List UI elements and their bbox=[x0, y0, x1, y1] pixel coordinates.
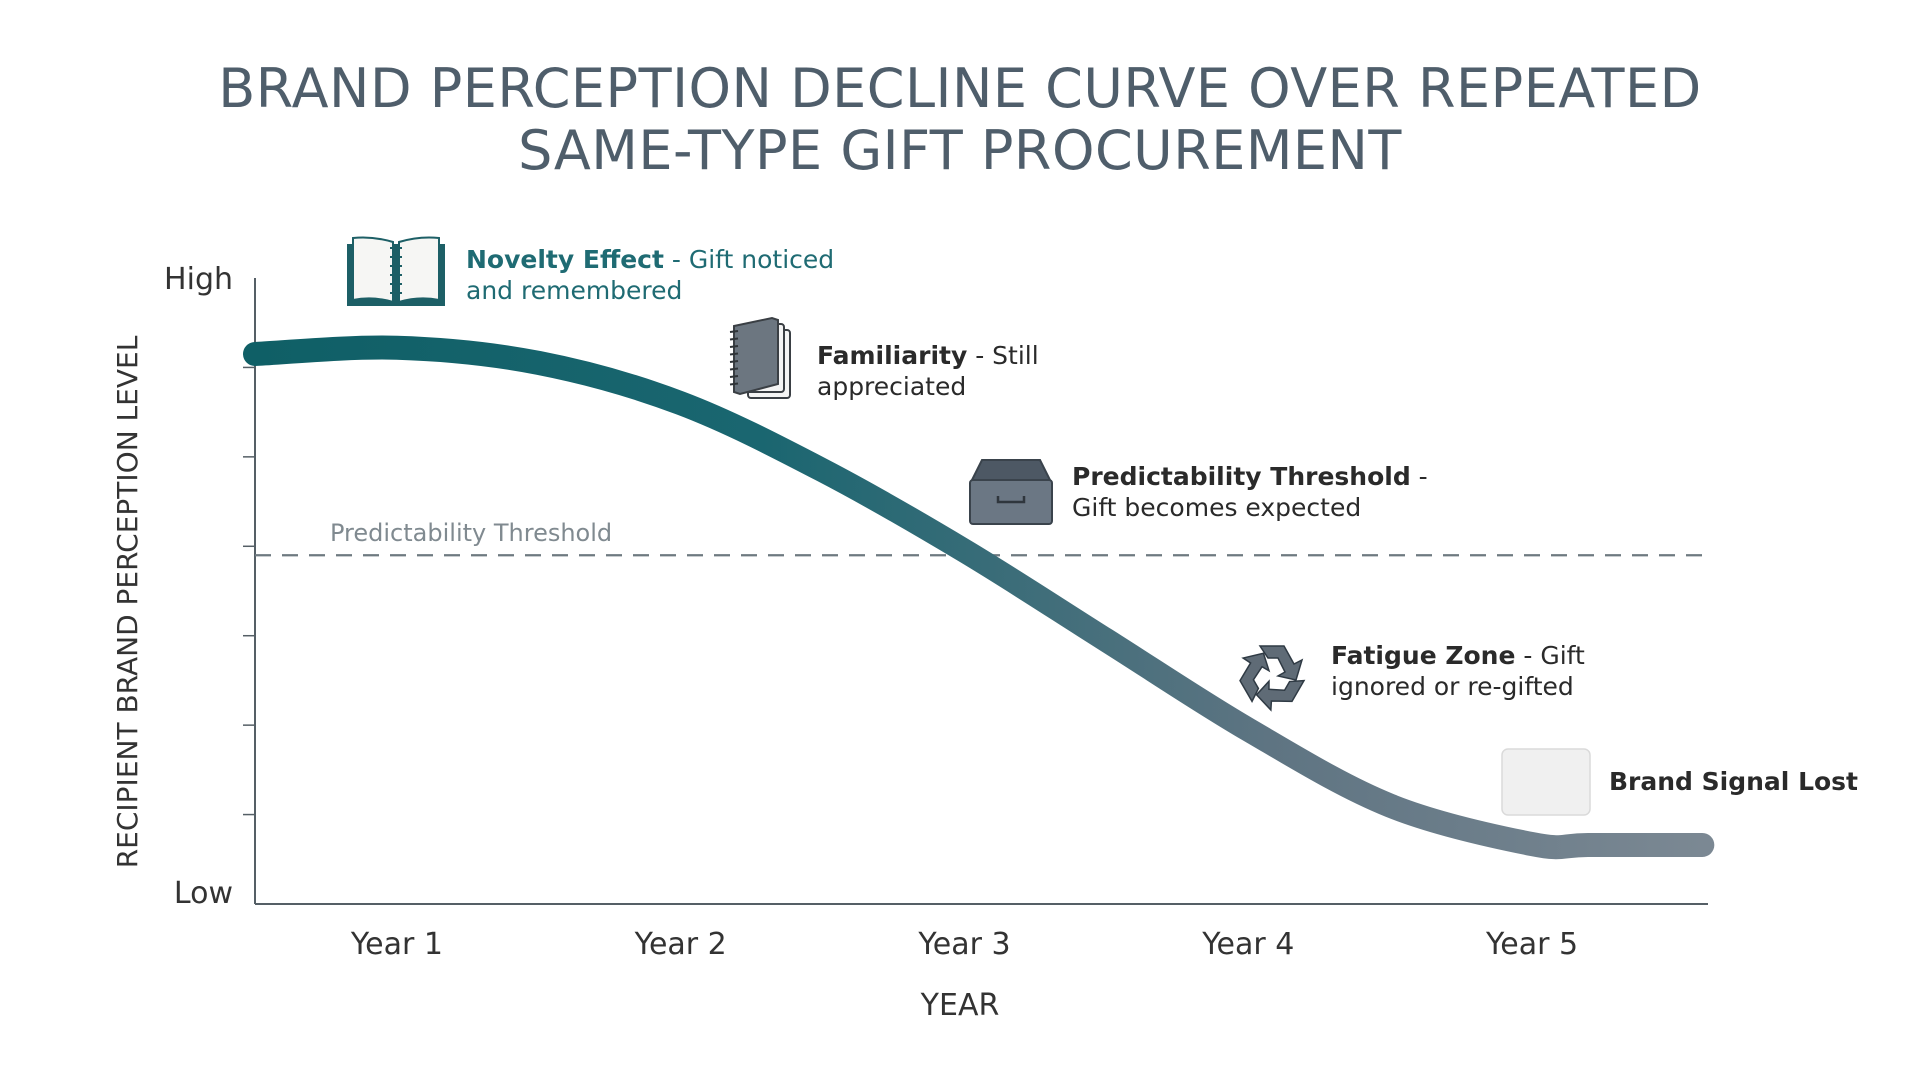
annotation-fatigue-title: Fatigue Zone bbox=[1331, 641, 1516, 670]
chart-title-line-1: BRAND PERCEPTION DECLINE CURVE OVER REPE… bbox=[218, 57, 1702, 120]
y-tick-label-high: High bbox=[164, 262, 233, 297]
notebook-coil bbox=[729, 330, 739, 333]
notebook-cover bbox=[733, 316, 779, 396]
recycle-arrow bbox=[1258, 645, 1304, 681]
book-page-right bbox=[398, 236, 440, 304]
notebook-coil bbox=[729, 345, 739, 348]
storage-box-icon bbox=[969, 459, 1053, 525]
x-tick-label: Year 1 bbox=[350, 927, 443, 962]
recycle-icon bbox=[1239, 645, 1306, 712]
annotation-familiarity-text: - Still bbox=[967, 341, 1039, 370]
y-tick-label-low: Low bbox=[174, 876, 233, 911]
annotation-predictability-text-2: Gift becomes expected bbox=[1072, 493, 1362, 522]
notebook-coil bbox=[729, 367, 739, 371]
perception-curve bbox=[243, 335, 1715, 860]
axes bbox=[243, 278, 1708, 905]
annotation-predictability: Predictability Threshold - Gift becomes … bbox=[1072, 461, 1428, 523]
notebook-coil bbox=[729, 337, 739, 341]
axis-labels: Year 1 Year 2 Year 3 Year 4 Year 5 High Low YEA… bbox=[111, 262, 1578, 1023]
annotation-familiarity-text-2: appreciated bbox=[817, 372, 967, 401]
annotation-fatigue-text-2: ignored or re-gifted bbox=[1331, 672, 1574, 701]
annotation-fatigue: Fatigue Zone - Gift ignored or re-gifted bbox=[1331, 640, 1585, 702]
chart-title-line-2: SAME-TYPE GIFT PROCUREMENT bbox=[518, 119, 1402, 182]
book-page-left bbox=[352, 236, 394, 304]
x-tick-label: Year 4 bbox=[1201, 927, 1294, 962]
open-book-icon bbox=[347, 236, 445, 306]
recycle-arrow bbox=[1255, 679, 1306, 712]
box-handle bbox=[996, 496, 1026, 504]
annotation-fatigue-text: - Gift bbox=[1515, 641, 1585, 670]
recycle-arrow bbox=[1239, 652, 1271, 703]
blank-square-icon bbox=[1501, 748, 1591, 816]
chart-title: BRAND PERCEPTION DECLINE CURVE OVER REPE… bbox=[160, 58, 1760, 182]
icons bbox=[347, 236, 1591, 816]
annotation-predictability-title: Predictability Threshold bbox=[1072, 462, 1411, 491]
notebook-coil bbox=[729, 352, 739, 356]
y-axis-title: RECIPIENT BRAND PERCEPTION LEVEL bbox=[111, 335, 144, 868]
annotation-familiarity-title: Familiarity bbox=[817, 341, 968, 370]
annotation-signal-lost-title: Brand Signal Lost bbox=[1609, 767, 1858, 796]
curve-group bbox=[243, 335, 1715, 860]
threshold-label: Predictability Threshold bbox=[330, 519, 612, 547]
annotation-novelty-text: - Gift noticed bbox=[663, 245, 835, 274]
threshold-group: Predictability Threshold bbox=[255, 519, 1708, 557]
annotation-novelty-text-2: and remembered bbox=[466, 276, 683, 305]
x-tick-label: Year 2 bbox=[634, 927, 727, 962]
notebook-coil bbox=[729, 375, 739, 378]
annotation-novelty: Novelty Effect - Gift noticed and rememb… bbox=[466, 244, 834, 306]
notebook-coil bbox=[729, 360, 739, 363]
notebook-coil bbox=[729, 382, 739, 386]
notebook-icon bbox=[729, 316, 791, 399]
x-tick-label: Year 3 bbox=[917, 927, 1010, 962]
annotation-novelty-title: Novelty Effect bbox=[466, 245, 664, 274]
box-lid bbox=[970, 459, 1052, 481]
x-axis-title: YEAR bbox=[920, 988, 1000, 1023]
annotation-predictability-text: - bbox=[1410, 462, 1428, 491]
annotation-familiarity: Familiarity - Still appreciated bbox=[817, 340, 1039, 402]
x-tick-label: Year 5 bbox=[1485, 927, 1578, 962]
annotation-signal-lost: Brand Signal Lost bbox=[1609, 766, 1858, 797]
